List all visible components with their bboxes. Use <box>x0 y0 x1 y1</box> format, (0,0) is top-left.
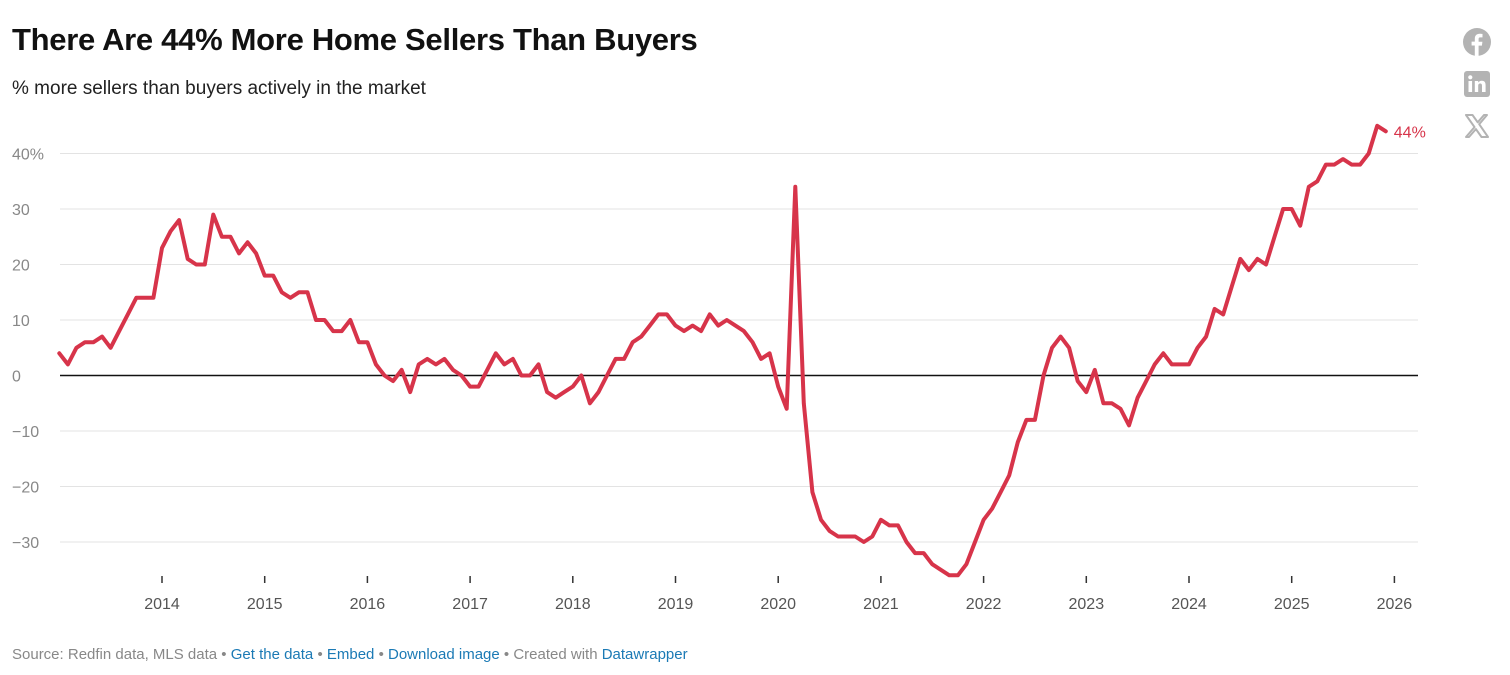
x-tick-label: 2016 <box>350 596 386 613</box>
y-tick-label: 20 <box>12 258 30 275</box>
created-with-text: Created with <box>513 646 598 663</box>
facebook-icon[interactable] <box>1463 28 1491 56</box>
get-data-link[interactable]: Get the data <box>230 646 314 663</box>
x-tick-label: 2022 <box>966 596 1002 613</box>
x-tick-label: 2024 <box>1171 596 1207 613</box>
x-tick-label: 2018 <box>555 596 591 613</box>
x-tick-label: 2017 <box>452 596 488 613</box>
x-axis: 2014 2015 2016 2017 2018 2019 2020 2021 2022 2023… <box>144 576 1412 613</box>
x-tick-label: 2026 <box>1377 596 1413 613</box>
footer: Source: Redfin data, MLS data • Get the … <box>12 646 688 663</box>
embed-link[interactable]: Embed <box>326 646 375 663</box>
y-tick-label: 30 <box>12 202 30 219</box>
line-chart: −30 −20 −10 0 10 20 30 40% 2014 2015 2016 2017 2018… <box>12 123 1426 613</box>
x-tick-label: 2021 <box>863 596 899 613</box>
datawrapper-link[interactable]: Datawrapper <box>601 646 688 663</box>
series-layer: 44% <box>57 123 1426 578</box>
chart-title: There Are 44% More Home Sellers Than Buy… <box>12 22 698 57</box>
download-image-link[interactable]: Download image <box>388 646 500 663</box>
y-tick-label: 10 <box>12 313 30 330</box>
y-tick-label: −30 <box>12 535 39 552</box>
source-text: Source: Redfin data, MLS data <box>12 646 218 663</box>
linkedin-icon[interactable] <box>1463 70 1491 98</box>
end-value-label: 44% <box>1394 124 1426 141</box>
y-tick-label: 0 <box>12 369 21 386</box>
x-tick-label: 2023 <box>1069 596 1105 613</box>
x-tick-label: 2015 <box>247 596 283 613</box>
y-tick-label: −10 <box>12 424 39 441</box>
gridlines <box>60 153 1418 543</box>
x-tick-label: 2020 <box>760 596 796 613</box>
x-icon[interactable] <box>1463 112 1491 140</box>
share-buttons <box>1463 28 1491 154</box>
x-tick-label: 2019 <box>658 596 694 613</box>
y-tick-label: 40% <box>12 147 44 164</box>
series-line <box>57 123 1388 578</box>
y-axis: −30 −20 −10 0 10 20 30 40% <box>12 147 44 553</box>
x-tick-label: 2014 <box>144 596 180 613</box>
x-tick-label: 2025 <box>1274 596 1310 613</box>
y-tick-label: −20 <box>12 480 39 497</box>
chart-subtitle: % more sellers than buyers actively in t… <box>12 78 426 99</box>
